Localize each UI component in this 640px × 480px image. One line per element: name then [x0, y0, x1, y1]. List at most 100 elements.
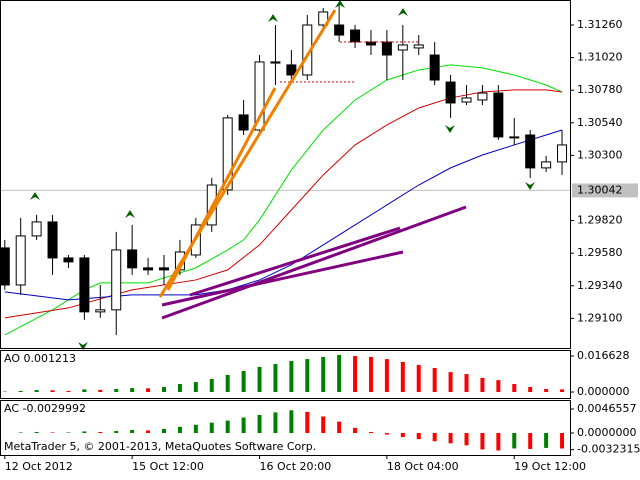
bar [512, 432, 517, 449]
panel-frame [0, 400, 571, 456]
panel-title: AO 0.001213 [4, 352, 76, 365]
candle-body [509, 136, 520, 139]
bar [496, 432, 501, 451]
candle-body [270, 61, 281, 64]
bar [337, 354, 342, 393]
bar [114, 430, 119, 433]
x-tick-label: 19 Oct 12:00 [514, 460, 586, 473]
candle-body [557, 144, 568, 163]
y-tick-label: 1.30540 [577, 116, 623, 129]
bar [480, 377, 485, 393]
candle-body [15, 235, 26, 286]
candle-body [95, 309, 106, 313]
candle-body [111, 249, 122, 311]
bar [50, 390, 55, 393]
bar [257, 366, 262, 393]
trend-line [166, 87, 277, 291]
bar [66, 390, 71, 393]
bar [384, 359, 389, 393]
bar [50, 432, 55, 433]
bar [448, 432, 453, 444]
trend-line [161, 205, 467, 320]
bar [193, 382, 198, 393]
bar [496, 380, 501, 393]
bar [177, 426, 182, 433]
bar [82, 431, 87, 433]
candle-body [31, 221, 42, 237]
bar [432, 432, 437, 442]
copyright: MetaTrader 5, © 2001-2013, MetaQuotes So… [4, 440, 316, 453]
y-tick-label: 1.31020 [577, 51, 623, 64]
panel-frame [0, 350, 571, 399]
bar [34, 431, 39, 433]
bar [400, 432, 405, 438]
bar [528, 432, 533, 449]
bar [98, 389, 103, 393]
x-tick-label: 16 Oct 20:00 [260, 460, 332, 473]
bar [416, 364, 421, 393]
bar [384, 432, 389, 435]
bar [114, 388, 119, 393]
trend-line [161, 250, 404, 307]
bar [161, 387, 166, 393]
bar [18, 390, 23, 393]
candle-body [365, 41, 376, 46]
candle-body [158, 267, 169, 271]
candle-body [397, 44, 408, 51]
bar [321, 416, 326, 433]
candle-body [47, 221, 58, 259]
bar [241, 371, 246, 393]
candle-body [127, 249, 138, 269]
candle-body [350, 29, 361, 43]
bar [146, 430, 151, 433]
bar [98, 431, 103, 433]
bar [130, 429, 135, 433]
candle-body [477, 92, 488, 101]
bar [480, 432, 485, 450]
price-label-box [572, 183, 638, 198]
bar [66, 432, 71, 433]
bar [305, 411, 310, 433]
bar [321, 356, 326, 393]
bar [177, 383, 182, 393]
bar [257, 414, 262, 433]
moving-average [4, 64, 563, 336]
bar [337, 421, 342, 433]
candle-body [445, 81, 456, 104]
x-tick-label: 15 Oct 12:00 [132, 460, 204, 473]
y-tick-label: 1.30780 [577, 83, 623, 96]
candle-body [0, 247, 10, 286]
bar [305, 359, 310, 393]
y-tick-label: 0.0000000 [577, 426, 637, 439]
y-tick-label: 1.29340 [577, 279, 623, 292]
bar [289, 410, 294, 433]
bar [225, 374, 230, 393]
bar [225, 420, 230, 433]
bar [289, 361, 294, 393]
bar [448, 372, 453, 393]
bar [560, 432, 565, 449]
y-tick-label: 1.29580 [577, 246, 623, 259]
y-tick-label: 1.29820 [577, 214, 623, 227]
bar [528, 387, 533, 393]
bar [82, 389, 87, 393]
y-tick-label: -0.0032315 [577, 443, 640, 456]
price-label: 1.30042 [577, 183, 623, 196]
candle-body [541, 161, 552, 169]
y-tick-label: 1.31260 [577, 18, 623, 31]
bar [400, 361, 405, 393]
candle-body [334, 24, 345, 36]
bar [34, 390, 39, 393]
candle-body [286, 64, 297, 76]
y-tick-label: 1.29100 [577, 311, 623, 324]
candle-body [413, 44, 424, 49]
x-tick-label: 18 Oct 04:00 [387, 460, 459, 473]
bar [432, 367, 437, 393]
candle-body [143, 267, 154, 271]
bar [209, 422, 214, 433]
bar [161, 428, 166, 433]
candle-body [79, 257, 90, 313]
y-tick-label: 0.000000 [577, 385, 630, 398]
bar [512, 383, 517, 393]
